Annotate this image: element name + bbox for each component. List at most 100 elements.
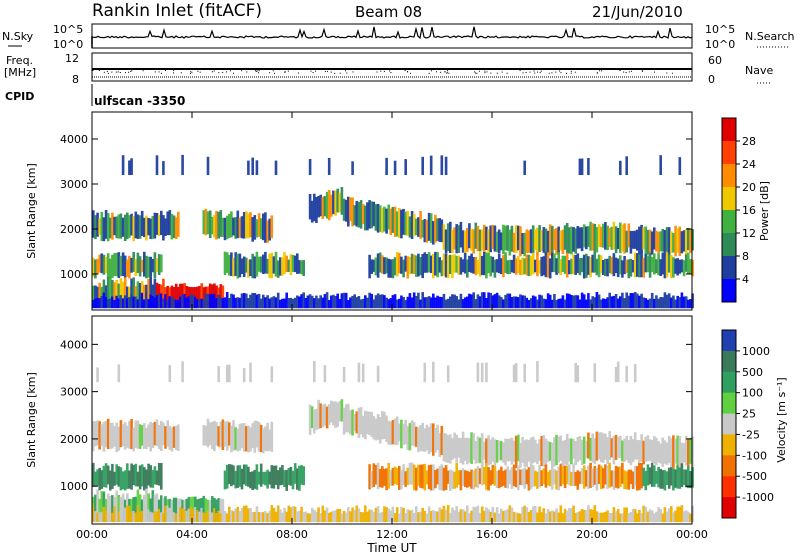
- heatmap-cell: [102, 421, 106, 452]
- heatmap-cell: [559, 463, 563, 487]
- heatmap-cell: [257, 293, 261, 309]
- heatmap-cell: [653, 253, 656, 275]
- heatmap-cell: [219, 498, 223, 522]
- heatmap-cell: [372, 416, 376, 440]
- heatmap-cell: [368, 464, 371, 490]
- heatmap-cell: [255, 219, 259, 238]
- heatmap-cell: [228, 298, 231, 309]
- heatmap-cell: [570, 508, 573, 523]
- heatmap-cell: [483, 224, 486, 253]
- heatmap-cell: [576, 253, 580, 274]
- heatmap-cell: [100, 424, 104, 446]
- heatmap-cell: [640, 251, 643, 278]
- heatmap-cell: [228, 364, 231, 383]
- heatmap-cell: [387, 204, 390, 230]
- heatmap-cell: [453, 227, 456, 250]
- heatmap-cell: [521, 437, 524, 463]
- heatmap-cell: [553, 229, 556, 250]
- heatmap-cell: [616, 228, 620, 249]
- heatmap-cell: [553, 294, 556, 309]
- heatmap-cell: [370, 293, 373, 309]
- heatmap-cell: [531, 252, 535, 275]
- heatmap-cell: [245, 464, 248, 486]
- heatmap-cell: [421, 156, 424, 175]
- heatmap-cell: [217, 366, 220, 383]
- heatmap-cell: [504, 438, 507, 466]
- heatmap-cell: [585, 253, 588, 278]
- heatmap-cell: [378, 512, 382, 523]
- heatmap-cell: [523, 363, 526, 383]
- heatmap-cell: [629, 469, 633, 485]
- heatmap-cell: [200, 507, 203, 523]
- heatmap-cell: [138, 465, 142, 490]
- heatmap-cell: [495, 231, 499, 253]
- heatmap-cell: [457, 225, 461, 253]
- heatmap-cell: [315, 295, 318, 309]
- heatmap-cell: [126, 463, 129, 489]
- heatmap-cell: [232, 465, 235, 485]
- heatmap-cell: [674, 510, 677, 523]
- heatmap-cell: [480, 362, 484, 383]
- heatmap-cell: [202, 495, 206, 522]
- heatmap-cell: [211, 293, 214, 309]
- heatmap-cell: [357, 362, 361, 383]
- heatmap-cell: [653, 227, 656, 250]
- colorbar-tick: 500: [742, 366, 763, 379]
- heatmap-cell: [514, 435, 518, 469]
- heatmap-cell: [434, 214, 437, 243]
- heatmap-cell: [506, 225, 509, 251]
- heatmap-cell: [143, 467, 146, 491]
- heatmap-cell: [500, 258, 503, 275]
- heatmap-cell: [667, 436, 671, 464]
- heatmap-cell: [344, 199, 348, 222]
- heatmap-cell: [238, 423, 242, 451]
- heatmap-cell: [457, 470, 461, 485]
- heatmap-cell: [153, 494, 157, 522]
- heatmap-cell: [559, 435, 563, 461]
- heatmap-cell: [457, 511, 461, 523]
- heatmap-cell: [568, 293, 571, 309]
- heatmap-cell: [536, 512, 539, 523]
- heatmap-cell: [485, 226, 488, 250]
- heatmap-cell: [636, 466, 639, 491]
- heatmap-cell: [572, 227, 575, 252]
- heatmap-cell: [200, 298, 203, 309]
- heatmap-cell: [102, 217, 106, 242]
- heatmap-cell: [228, 464, 231, 485]
- heatmap-cell: [493, 294, 497, 309]
- colorbar-swatch: [722, 279, 736, 303]
- heatmap-cell: [633, 364, 637, 383]
- heatmap-cell: [561, 466, 565, 485]
- heatmap-cell: [442, 293, 446, 309]
- heatmap-cell: [247, 160, 250, 175]
- heatmap-cell: [614, 511, 618, 523]
- colorbar-swatch: [722, 455, 736, 477]
- heatmap-cell: [629, 435, 633, 466]
- heatmap-cell: [648, 229, 652, 256]
- heatmap-cell: [128, 160, 131, 175]
- heatmap-cell: [211, 216, 214, 235]
- heatmap-cell: [317, 298, 320, 309]
- heatmap-cell: [102, 491, 106, 522]
- heatmap-cell: [334, 510, 337, 523]
- heatmap-cell: [589, 437, 592, 461]
- heatmap-cell: [357, 296, 361, 309]
- heatmap-cell: [623, 507, 626, 523]
- heatmap-cell: [342, 407, 346, 435]
- heatmap-cell: [266, 220, 269, 243]
- heatmap-cell: [670, 506, 673, 523]
- heatmap-cell: [593, 297, 597, 309]
- heatmap-cell: [519, 294, 522, 309]
- heatmap-cell: [472, 470, 475, 490]
- heatmap-cell: [259, 463, 263, 487]
- heatmap-cell: [242, 256, 246, 278]
- heatmap-cell: [412, 422, 416, 447]
- heatmap-cell: [187, 508, 191, 523]
- heatmap-cell: [368, 254, 371, 279]
- heatmap-cell: [236, 210, 240, 239]
- heatmap-cell: [544, 251, 548, 278]
- heatmap-cell: [502, 470, 505, 486]
- heatmap-cell: [185, 498, 189, 522]
- heatmap-cell: [672, 468, 675, 491]
- colorbar-swatch: [722, 476, 736, 498]
